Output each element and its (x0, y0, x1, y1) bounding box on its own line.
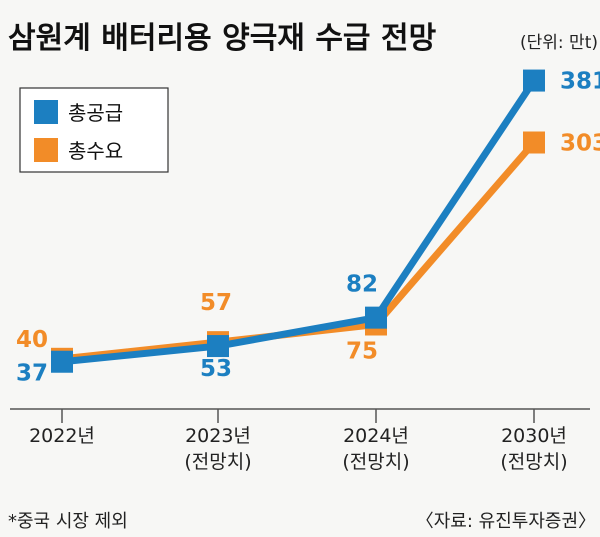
x-tick-label: 2024년 (전망치) (342, 425, 409, 473)
data-point-supply (523, 69, 545, 92)
data-label-supply: 381 (560, 69, 600, 95)
unit-label: (단위: 만t) (520, 33, 598, 53)
data-label-demand: 40 (16, 327, 48, 353)
x-tick-label: 2030년 (전망치) (500, 425, 567, 473)
series-line-demand (61, 140, 537, 363)
chart-title: 삼원계 배터리용 양극재 수급 전망 (8, 21, 437, 56)
data-point-supply (365, 306, 387, 329)
data-point-supply (51, 350, 73, 373)
data-label-supply: 82 (346, 272, 378, 298)
x-tick-label: 2022년 (29, 425, 95, 447)
x-tick-label-line: 2023년 (185, 425, 251, 447)
legend-label-demand: 총수요 (68, 139, 123, 163)
legend-swatch-demand (34, 138, 58, 162)
legend-swatch-supply (34, 100, 58, 124)
data-label-supply: 53 (200, 356, 232, 382)
footnote: *중국 시장 제외 (8, 511, 128, 532)
data-label-demand: 57 (200, 290, 232, 316)
source-label: 〈자료: 유진투자증권〉 (416, 511, 596, 532)
x-tick-label-line: (전망치) (500, 451, 567, 473)
plot-area: 2022년 2023년 (전망치) 2024년 (전망치) 2030년 (전망치) 37 53 8… (10, 69, 600, 473)
x-tick-label-line: 2030년 (501, 425, 567, 447)
data-point-demand (523, 131, 545, 154)
legend-label-supply: 총공급 (68, 101, 123, 125)
x-tick-label-line: (전망치) (342, 451, 409, 473)
data-label-demand: 75 (346, 339, 378, 365)
legend: 총공급 총수요 (19, 87, 169, 173)
series-line-supply (61, 78, 537, 366)
x-tick-label-line: (전망치) (184, 451, 251, 473)
x-tick-label: 2023년 (전망치) (184, 425, 251, 473)
data-point-supply (207, 335, 229, 358)
data-label-supply: 37 (16, 361, 48, 387)
x-tick-label-line: 2022년 (29, 425, 95, 447)
data-label-demand: 303 (560, 131, 600, 157)
x-tick-label-line: 2024년 (343, 425, 409, 447)
